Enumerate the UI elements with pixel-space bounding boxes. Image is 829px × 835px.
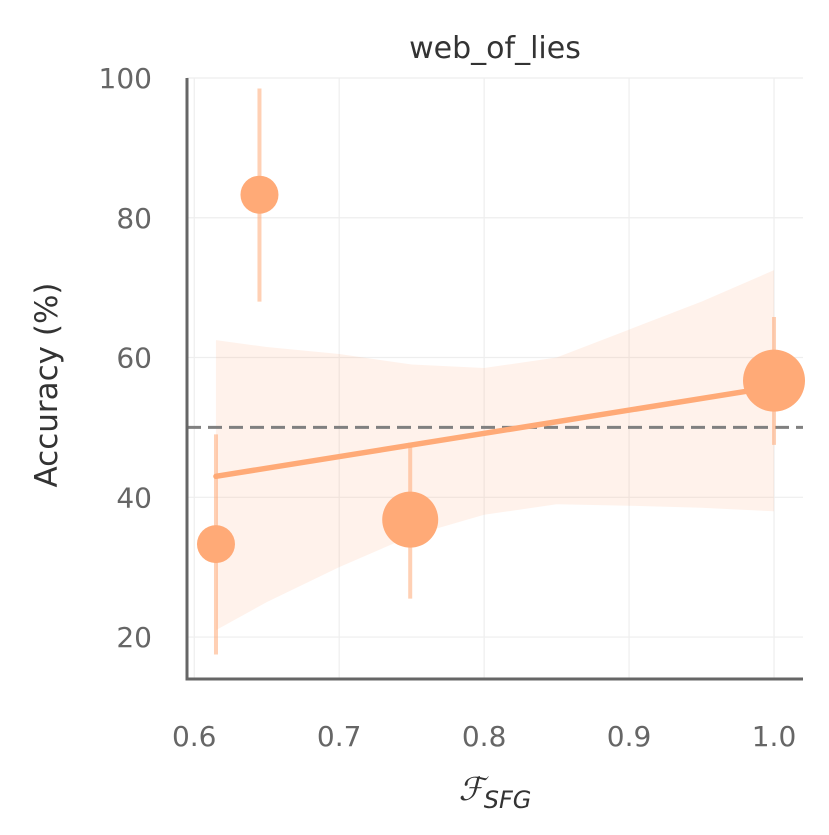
data-point: [196, 525, 235, 564]
confidence-band: [215, 270, 775, 631]
x-tick-label: 0.6: [172, 720, 217, 753]
x-tick-label: 1.0: [752, 720, 797, 753]
x-tick-label: 0.8: [462, 720, 507, 753]
x-axis-label: ℱSFG: [459, 770, 532, 814]
chart-title: web_of_lies: [409, 31, 581, 66]
data-point: [382, 491, 439, 548]
y-axis-label: Accuracy (%): [29, 282, 65, 487]
data-point: [240, 175, 279, 214]
y-tick-label: 20: [116, 621, 152, 654]
x-tick-label: 0.9: [607, 720, 652, 753]
point-layer: [196, 175, 806, 564]
x-tick-label: 0.7: [317, 720, 362, 753]
data-point: [743, 349, 806, 412]
confidence-band-layer: [215, 270, 775, 631]
y-tick-label: 100: [99, 62, 152, 95]
x-axis-label-subscript: SFG: [484, 786, 532, 814]
regression-line: [213, 384, 777, 480]
y-tick-label: 60: [116, 342, 152, 375]
y-tick-label: 40: [116, 481, 152, 514]
axes: [185, 78, 803, 681]
x-tick-labels: 0.6 0.7 0.8 0.9 1.0: [172, 720, 796, 753]
y-tick-label: 80: [116, 202, 152, 235]
regression-line-layer: [213, 384, 777, 480]
y-tick-labels: 20 40 60 80 100: [99, 62, 152, 654]
